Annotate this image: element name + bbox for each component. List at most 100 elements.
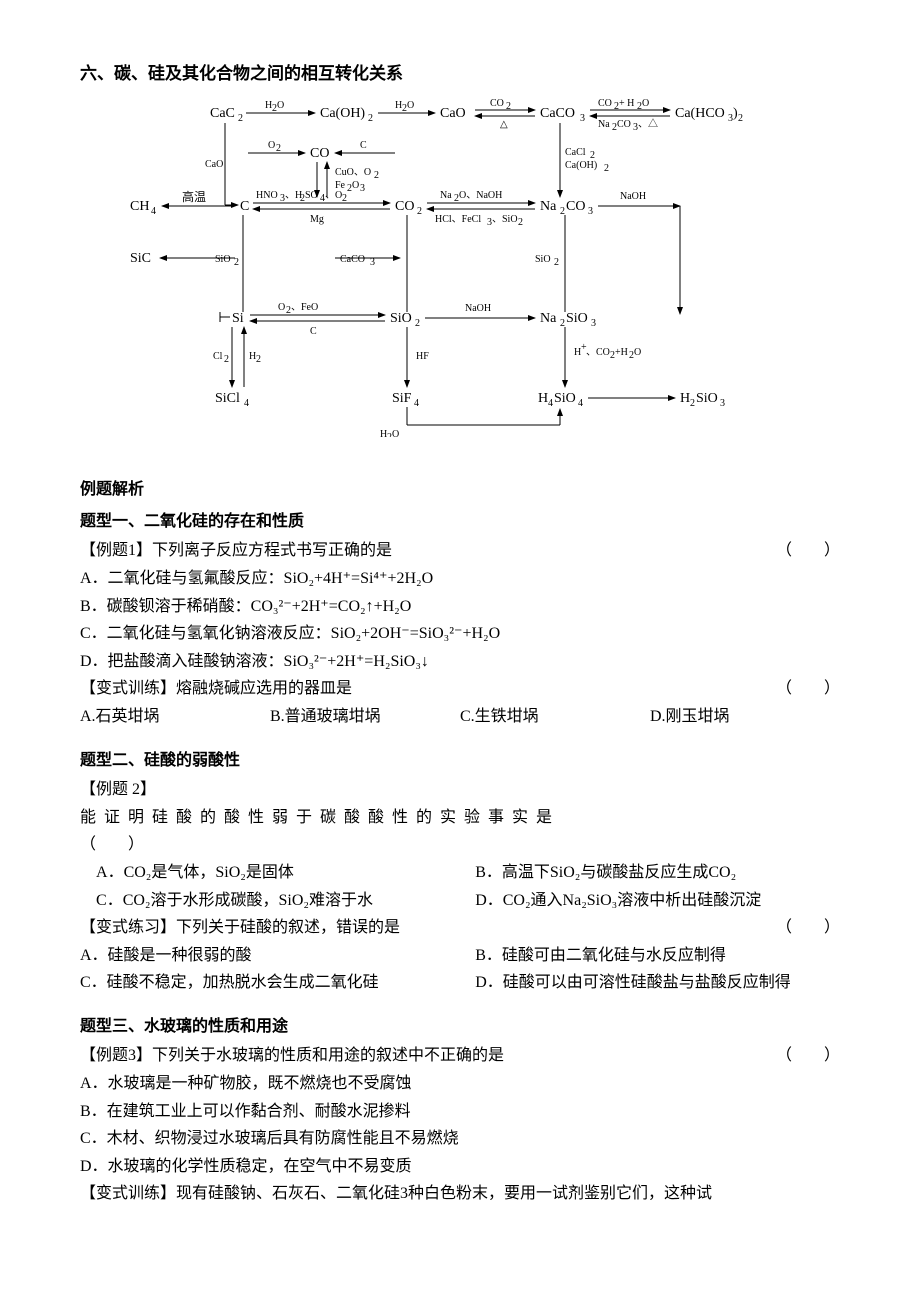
q1-b: B．碳酸钡溶于稀硝酸：CO₃²⁻+2H⁺=CO₂↑+H₂O bbox=[80, 594, 840, 620]
svg-text:2: 2 bbox=[368, 113, 373, 124]
svg-text:2: 2 bbox=[518, 217, 523, 228]
q2-head: 【例题 2】 bbox=[80, 777, 840, 803]
svg-text:CO: CO bbox=[310, 146, 329, 161]
type1-title: 题型一、二氧化硅的存在和性质 bbox=[80, 509, 840, 535]
svg-text:3: 3 bbox=[360, 183, 365, 194]
q1-d: D．把盐酸滴入硅酸钠溶液：SiO₃²⁻+2H⁺=H₂SiO₃↓ bbox=[80, 649, 840, 675]
svg-text:3: 3 bbox=[588, 206, 593, 217]
diagram-container: CaC2 Ca(OH)2 CaO CaCO3 Ca(HCO3)2 H2O H2O… bbox=[80, 97, 840, 437]
paren-mark: （ ） bbox=[776, 1043, 840, 1069]
q2-c: C．CO₂溶于水形成碳酸，SiO₂难溶于水 bbox=[80, 888, 475, 914]
q3-b: B．在建筑工业上可以作黏合剂、耐酸水泥掺料 bbox=[80, 1099, 840, 1125]
q1-a: A．二氧化硅与氢氟酸反应：SiO₂+4H⁺=Si⁴⁺+2H₂O bbox=[80, 566, 840, 592]
svg-text:O: O bbox=[278, 302, 285, 313]
v1-b: B.普通玻璃坩埚 bbox=[270, 704, 460, 730]
v1-c: C.生铁坩埚 bbox=[460, 704, 650, 730]
svg-text:CaC: CaC bbox=[210, 106, 235, 121]
svg-text:SiC: SiC bbox=[130, 251, 151, 266]
v2-d: D．硅酸可以由可溶性硅酸盐与盐酸反应制得 bbox=[475, 970, 840, 996]
svg-text:Ca(HCO: Ca(HCO bbox=[675, 106, 725, 121]
examples-heading: 例题解析 bbox=[80, 477, 840, 503]
svg-text:、△: 、△ bbox=[638, 118, 658, 130]
q3-c: C．木材、织物浸过水玻璃后具有防腐性能且不易燃烧 bbox=[80, 1126, 840, 1152]
svg-text:Na: Na bbox=[540, 311, 557, 326]
svg-text:、CO: 、CO bbox=[586, 347, 610, 358]
svg-text:4: 4 bbox=[548, 398, 553, 409]
svg-text:SiO: SiO bbox=[696, 391, 718, 406]
v1-options: A.石英坩埚 B.普通玻璃坩埚 C.生铁坩埚 D.刚玉坩埚 bbox=[80, 704, 840, 730]
v1-head-text: 【变式训练】熔融烧碱应选用的器皿是 bbox=[80, 680, 352, 697]
paren-mark: （ ） bbox=[776, 915, 840, 941]
svg-text:2: 2 bbox=[560, 206, 565, 217]
paren-mark: （ ） bbox=[776, 538, 840, 564]
q1-head: 【例题1】下列离子反应方程式书写正确的是 （ ） bbox=[80, 538, 840, 564]
q3-head: 【例题3】下列关于水玻璃的性质和用途的叙述中不正确的是 （ ） bbox=[80, 1043, 840, 1069]
svg-text:O: O bbox=[642, 98, 649, 109]
svg-text:CO: CO bbox=[566, 199, 585, 214]
v2-row1: A．硅酸是一种很弱的酸 B．硅酸可由二氧化硅与水反应制得 bbox=[80, 943, 840, 969]
svg-text:△: △ bbox=[500, 119, 508, 130]
paren-mark: （ ） bbox=[776, 676, 840, 702]
svg-text:2: 2 bbox=[560, 318, 565, 329]
svg-text:CO: CO bbox=[395, 199, 414, 214]
svg-text:CaCO: CaCO bbox=[540, 106, 575, 121]
svg-text:SiO: SiO bbox=[215, 254, 231, 265]
q3-head-text: 【例题3】下列关于水玻璃的性质和用途的叙述中不正确的是 bbox=[80, 1047, 504, 1064]
v2-row2: C．硅酸不稳定，加热脱水会生成二氧化硅 D．硅酸可以由可溶性硅酸盐与盐酸反应制得 bbox=[80, 970, 840, 996]
svg-text:Mg: Mg bbox=[310, 214, 324, 225]
svg-text:Ca(OH): Ca(OH) bbox=[565, 160, 597, 171]
q2-a-text: A．CO₂是气体，SiO₂是固体 bbox=[96, 864, 294, 881]
svg-text:、SiO: 、SiO bbox=[492, 214, 518, 225]
svg-text:2: 2 bbox=[554, 257, 559, 268]
svg-text:SiF: SiF bbox=[392, 391, 412, 406]
svg-text:NaOH: NaOH bbox=[620, 191, 646, 202]
v2-head: 【变式练习】下列关于硅酸的叙述，错误的是 （ ） bbox=[80, 915, 840, 941]
svg-text:3: 3 bbox=[580, 113, 585, 124]
v2-b: B．硅酸可由二氧化硅与水反应制得 bbox=[475, 943, 840, 969]
v2-a: A．硅酸是一种很弱的酸 bbox=[80, 943, 475, 969]
q2-a: A．CO₂是气体，SiO₂是固体 bbox=[80, 860, 475, 886]
type3-title: 题型三、水玻璃的性质和用途 bbox=[80, 1014, 840, 1040]
svg-text:4: 4 bbox=[244, 398, 249, 409]
svg-text:SO: SO bbox=[305, 190, 318, 201]
svg-text:4: 4 bbox=[578, 398, 583, 409]
svg-text:HCl、FeCl: HCl、FeCl bbox=[435, 214, 481, 225]
svg-text:NaOH: NaOH bbox=[465, 303, 491, 314]
svg-text:2: 2 bbox=[738, 113, 743, 124]
svg-text:O: O bbox=[407, 100, 414, 111]
svg-text:CO: CO bbox=[598, 98, 612, 109]
svg-text:CaCl: CaCl bbox=[565, 147, 586, 158]
svg-text:2: 2 bbox=[417, 206, 422, 217]
svg-text:CaO: CaO bbox=[440, 106, 466, 121]
svg-text:O: O bbox=[352, 180, 359, 191]
svg-text:4: 4 bbox=[414, 398, 419, 409]
q2-paren: （ ） bbox=[80, 832, 840, 858]
svg-text:SiO: SiO bbox=[535, 254, 551, 265]
svg-text:SiCl: SiCl bbox=[215, 391, 240, 406]
svg-text:Cl: Cl bbox=[213, 351, 223, 362]
svg-text:3: 3 bbox=[720, 398, 725, 409]
svg-text:O: O bbox=[392, 429, 399, 437]
svg-text:2: 2 bbox=[342, 193, 347, 204]
q2-b: B．高温下SiO₂与碳酸盐反应生成CO₂ bbox=[475, 860, 840, 886]
svg-text:SiO: SiO bbox=[390, 311, 412, 326]
svg-text:H: H bbox=[680, 391, 690, 406]
q2-row1: A．CO₂是气体，SiO₂是固体 B．高温下SiO₂与碳酸盐反应生成CO₂ bbox=[80, 860, 840, 886]
svg-text:2: 2 bbox=[690, 398, 695, 409]
svg-text:2: 2 bbox=[238, 113, 243, 124]
svg-text:Na: Na bbox=[440, 190, 452, 201]
svg-text:3: 3 bbox=[591, 318, 596, 329]
svg-text:C: C bbox=[240, 199, 249, 214]
type2-title: 题型二、硅酸的弱酸性 bbox=[80, 748, 840, 774]
v3-head: 【变式训练】现有硅酸钠、石灰石、二氧化硅3种白色粉末，要用一试剂鉴别它们，这种试 bbox=[80, 1181, 840, 1207]
header-title: 六、碳、硅及其化合物之间的相互转化关系 bbox=[80, 60, 840, 87]
q2-c-text: C．CO₂溶于水形成碳酸，SiO₂难溶于水 bbox=[96, 892, 373, 909]
q3-d: D．水玻璃的化学性质稳定，在空气中不易变质 bbox=[80, 1154, 840, 1180]
svg-text:2: 2 bbox=[415, 318, 420, 329]
svg-text:HF: HF bbox=[416, 351, 429, 362]
svg-text:O: O bbox=[277, 100, 284, 111]
svg-text:CO: CO bbox=[490, 98, 504, 109]
svg-text:O、NaOH: O、NaOH bbox=[459, 190, 502, 201]
svg-text:2: 2 bbox=[256, 354, 261, 365]
svg-text:2: 2 bbox=[506, 101, 511, 112]
